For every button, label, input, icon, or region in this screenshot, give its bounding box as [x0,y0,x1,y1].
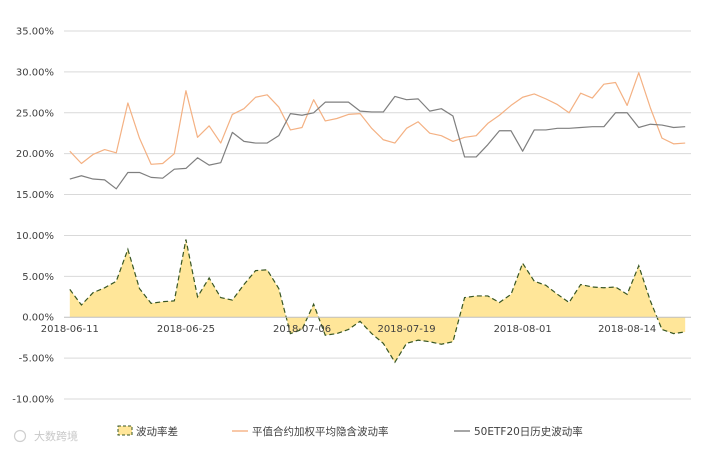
y-tick-label: 10.00% [16,231,54,242]
y-tick-label: 0.00% [22,313,54,324]
series-0-area [69,239,686,363]
legend-label-1: 平值合约加权平均隐含波动率 [252,425,389,438]
x-tick-label: 2018-08-14 [598,324,656,335]
y-tick-label: 35.00% [16,27,54,38]
legend-label-0: 波动率差 [136,425,178,438]
series-1-line [69,72,686,165]
legend: 波动率差 平值合约加权平均隐含波动率 50ETF20日历史波动率 [117,425,583,438]
x-axis: 2018-06-11 2018-06-25 2018-07-06 2018-07-19… [41,316,691,335]
x-tick-label: 2018-06-11 [41,324,99,335]
y-tick-label: 25.00% [16,108,54,119]
x-tick-label: 2018-08-01 [494,324,552,335]
y-tick-label: -5.00% [19,354,54,365]
y-tick-label: -10.00% [12,395,54,406]
watermark: 大数跨境 [13,429,78,443]
legend-swatch-0 [117,425,133,436]
y-tick-label: 20.00% [16,149,54,160]
y-tick-label: 15.00% [16,190,54,201]
series-2-line [69,95,686,190]
watermark-logo-icon [13,429,27,443]
watermark-text: 大数跨境 [34,429,78,443]
area-series-layer [69,239,686,364]
x-tick-label: 2018-07-06 [273,324,331,335]
x-tick-label: 2018-06-25 [157,324,215,335]
gridlines [64,30,691,400]
y-tick-label: 30.00% [16,67,54,78]
y-axis: -10.00% -5.00% 0.00% 5.00% 10.00% 15.00% 20.00… [12,27,54,406]
line-series-layer [69,72,686,190]
series-0-outline [69,239,686,364]
y-tick-label: 5.00% [22,272,54,283]
x-tick-label: 2018-07-19 [377,324,435,335]
legend-label-2: 50ETF20日历史波动率 [474,425,583,438]
